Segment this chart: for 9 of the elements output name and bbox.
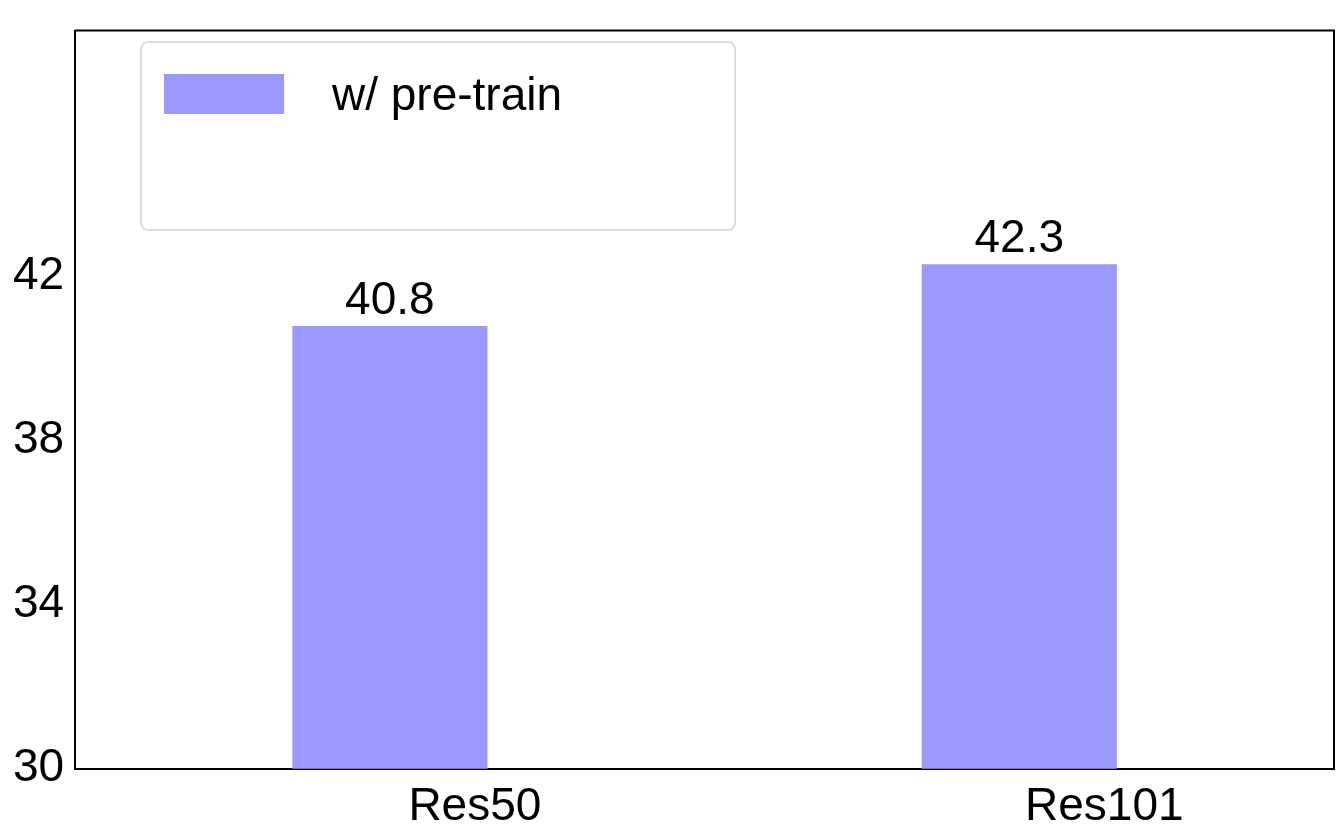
y-tick-label: 38 <box>12 411 65 464</box>
legend-label: w/ pre-train <box>332 67 563 121</box>
data-label: 40.8 <box>345 271 435 324</box>
x-tick-label: Res101 <box>1025 778 1184 831</box>
y-tick-label: 42 <box>12 247 65 300</box>
x-tick-label: Res50 <box>408 778 542 831</box>
data-label: 42.3 <box>974 210 1065 263</box>
y-tick-label: 34 <box>12 575 65 628</box>
y-tick-label: 30 <box>12 739 65 792</box>
